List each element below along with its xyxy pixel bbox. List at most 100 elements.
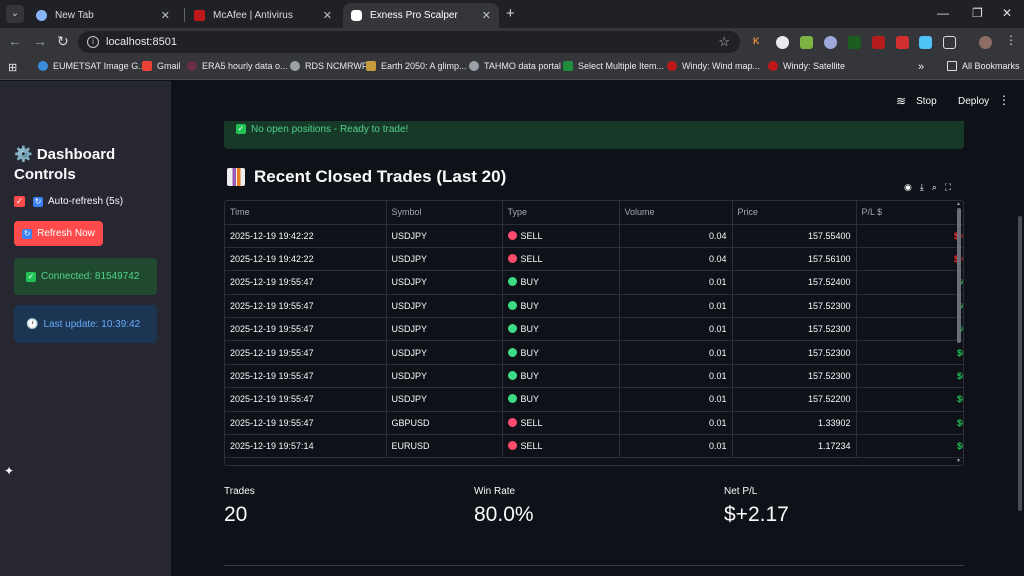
profile-avatar[interactable] [979, 36, 992, 49]
close-window-icon[interactable]: ✕ [1002, 6, 1013, 20]
scroll-up-arrow[interactable]: ▲ [956, 201, 961, 207]
cell-price[interactable]: 1.33902 [732, 411, 857, 436]
new-tab-button[interactable]: + [506, 5, 515, 22]
cell-price[interactable]: 157.52300 [732, 364, 857, 389]
cell-pl[interactable]: $-0.36 [856, 224, 963, 248]
cell-price[interactable]: 157.52200 [732, 387, 857, 412]
column-header[interactable]: Volume [619, 201, 733, 225]
address-bar[interactable]: i localhost:8501 ☆ [78, 31, 740, 53]
extension-k-icon[interactable]: K [753, 36, 760, 46]
cell-pl[interactable]: $0.20 [856, 317, 963, 342]
cell-pl[interactable]: $0.19 [856, 364, 963, 389]
cell-type[interactable]: SELL [502, 224, 620, 248]
cell-price[interactable]: 157.52300 [732, 340, 857, 365]
bookmark-item[interactable]: RDS NCMRWF [290, 61, 367, 71]
cell-pl[interactable]: $0.30 [856, 434, 963, 459]
more-bookmarks-icon[interactable]: » [918, 61, 925, 73]
cell-time[interactable]: 2025-12-19 19:57:14 [225, 434, 387, 459]
cell-price[interactable]: 1.17234 [732, 434, 857, 459]
cell-time[interactable]: 2025-12-19 19:55:47 [225, 294, 387, 319]
cell-volume[interactable]: 0.01 [619, 317, 733, 342]
download-icon[interactable]: ⤓ [919, 182, 924, 192]
cell-pl[interactable]: $0.19 [856, 387, 963, 412]
extension-icon[interactable] [848, 36, 861, 49]
cell-symbol[interactable]: USDJPY [386, 270, 503, 295]
cell-type[interactable]: BUY [502, 364, 620, 389]
browser-menu-icon[interactable]: ⋮ [1005, 33, 1017, 47]
cell-pl[interactable]: $0.19 [856, 340, 963, 365]
fullscreen-icon[interactable]: ⛶ [944, 182, 952, 192]
deploy-button[interactable]: Deploy [958, 96, 990, 107]
cell-time[interactable]: 2025-12-19 19:55:47 [225, 364, 387, 389]
extension-icon[interactable] [896, 36, 909, 49]
cell-type[interactable]: SELL [502, 247, 620, 272]
cell-symbol[interactable]: GBPUSD [386, 411, 503, 436]
bookmark-item[interactable]: Gmail [142, 61, 181, 71]
all-bookmarks-button[interactable]: All Bookmarks [947, 61, 1020, 71]
extensions-puzzle-icon[interactable] [943, 36, 956, 49]
close-tab-icon[interactable]: ✕ [481, 10, 491, 22]
refresh-now-button[interactable]: ↻ Refresh Now [14, 221, 103, 246]
tab-exness[interactable]: Exness Pro Scalper ✕ [343, 3, 499, 28]
cell-type[interactable]: BUY [502, 294, 620, 319]
cell-price[interactable]: 157.56100 [732, 247, 857, 272]
cell-symbol[interactable]: USDJPY [386, 224, 503, 248]
cell-pl[interactable]: $0.24 [856, 411, 963, 436]
page-scrollbar[interactable] [1018, 216, 1022, 511]
tab-search-button[interactable]: ⌄ [6, 5, 24, 23]
cell-type[interactable]: BUY [502, 387, 620, 412]
cell-time[interactable]: 2025-12-19 19:55:47 [225, 387, 387, 412]
cell-symbol[interactable]: EURUSD [386, 434, 503, 459]
cell-volume[interactable]: 0.01 [619, 387, 733, 412]
search-icon[interactable]: ⌕ [931, 182, 937, 192]
reload-icon[interactable]: ↻ [57, 33, 69, 49]
column-header[interactable]: Time [225, 201, 387, 225]
bookmark-item[interactable]: Select Multiple Item... [563, 61, 664, 71]
main-menu-icon[interactable]: ⋮ [998, 93, 1010, 107]
cell-volume[interactable]: 0.01 [619, 340, 733, 365]
extension-icon[interactable] [824, 36, 837, 49]
column-header[interactable]: P/L $ [856, 201, 963, 225]
cell-symbol[interactable]: USDJPY [386, 294, 503, 319]
bookmark-item[interactable]: TAHMO data portal [469, 61, 561, 71]
bookmark-item[interactable]: ERA5 hourly data o... [187, 61, 288, 71]
bookmark-item[interactable]: Windy: Wind map... [667, 61, 760, 71]
column-header[interactable]: Symbol [386, 201, 503, 225]
scroll-down-arrow[interactable]: ▼ [956, 458, 961, 464]
extension-icon[interactable] [800, 36, 813, 49]
auto-refresh-checkbox[interactable]: ✓ ↻ Auto-refresh (5s) [14, 196, 123, 207]
bookmark-item[interactable]: Windy: Satellite [768, 61, 845, 71]
cell-time[interactable]: 2025-12-19 19:55:47 [225, 317, 387, 342]
cell-time[interactable]: 2025-12-19 19:42:22 [225, 224, 387, 248]
cell-time[interactable]: 2025-12-19 19:55:47 [225, 411, 387, 436]
stop-button[interactable]: ≋ Stop [896, 94, 937, 108]
cell-volume[interactable]: 0.04 [619, 247, 733, 272]
bookmark-item[interactable]: EUMETSAT Image G... [38, 61, 146, 71]
trades-table[interactable]: Time Symbol Type Volume Price P/L $ 2025… [224, 200, 964, 466]
cell-symbol[interactable]: USDJPY [386, 340, 503, 365]
cell-type[interactable]: SELL [502, 411, 620, 436]
tab-new-tab[interactable]: New Tab ✕ [28, 3, 178, 28]
cell-type[interactable]: SELL [502, 434, 620, 459]
minimize-icon[interactable]: — [937, 6, 949, 20]
cell-price[interactable]: 157.52300 [732, 317, 857, 342]
close-tab-icon[interactable]: ✕ [160, 10, 170, 22]
table-scrollbar[interactable] [957, 208, 961, 343]
extension-icon[interactable] [872, 36, 885, 49]
cell-time[interactable]: 2025-12-19 19:55:47 [225, 270, 387, 295]
eye-icon[interactable]: ◉ [904, 182, 912, 192]
cell-volume[interactable]: 0.01 [619, 364, 733, 389]
sparkle-icon[interactable]: ✦ [4, 464, 15, 478]
extension-icon[interactable] [776, 36, 789, 49]
cell-volume[interactable]: 0.01 [619, 294, 733, 319]
cell-time[interactable]: 2025-12-19 19:55:47 [225, 340, 387, 365]
tab-mcafee[interactable]: McAfee | Antivirus ✕ [186, 3, 340, 28]
extension-icon[interactable] [919, 36, 932, 49]
cell-type[interactable]: BUY [502, 317, 620, 342]
cell-price[interactable]: 157.55400 [732, 224, 857, 248]
close-tab-icon[interactable]: ✕ [322, 10, 332, 22]
apps-grid-icon[interactable]: ⊞ [8, 62, 18, 74]
back-icon[interactable]: ← [8, 33, 22, 49]
cell-pl[interactable]: $-0.38 [856, 247, 963, 272]
column-header[interactable]: Type [502, 201, 620, 225]
